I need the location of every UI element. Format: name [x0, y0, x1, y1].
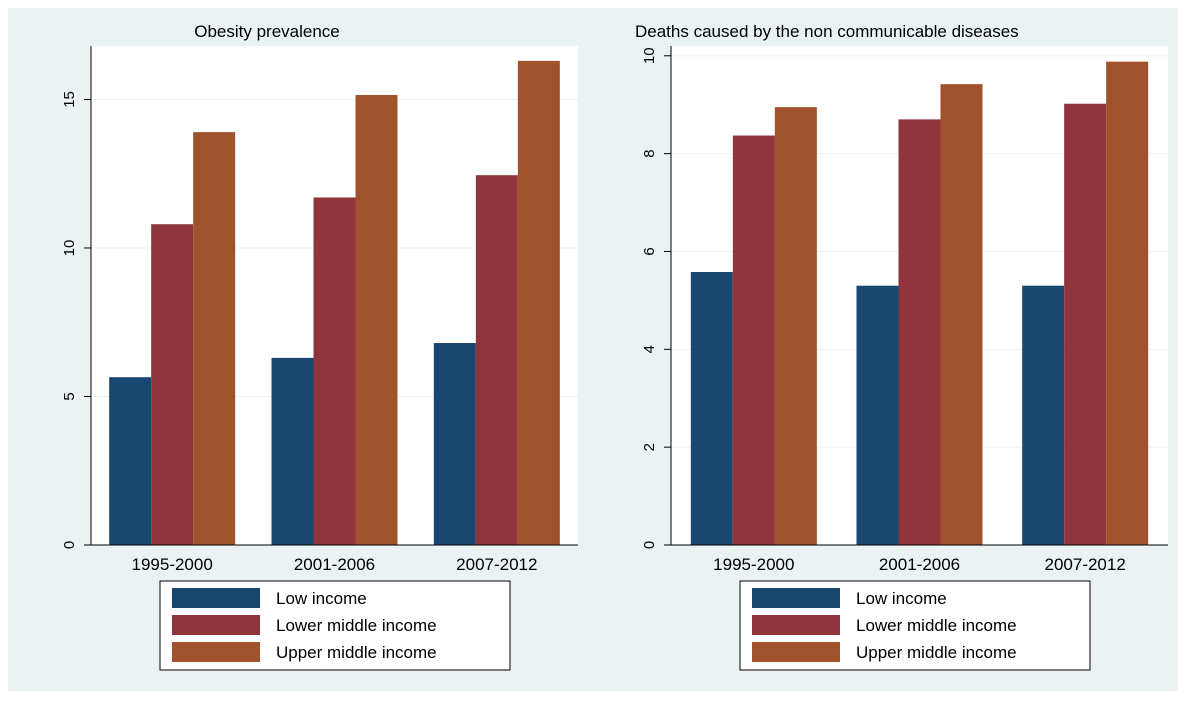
x-category-label: 1995-2000 [713, 555, 794, 574]
legend-label: Low income [276, 589, 367, 608]
x-category-label: 2007-2012 [1045, 555, 1126, 574]
y-tick-label: 0 [61, 541, 78, 549]
x-category-label: 2007-2012 [456, 555, 537, 574]
bar-upper-middle-income-1995-2000 [193, 132, 236, 545]
chart-figure: 0 5 10 15 1995-2000 2001-2006 2007-2012 Obesity… [8, 8, 1178, 691]
legend-label: Upper middle income [276, 643, 437, 662]
y-tick-label: 6 [641, 247, 658, 255]
bar-low-income-2007-2012 [433, 343, 476, 545]
x-category-label: 2001-2006 [879, 555, 960, 574]
bar-low-income-1995-2000 [690, 272, 733, 545]
bar-lower-middle-income-2001-2006 [898, 119, 941, 545]
bar-upper-middle-income-2001-2006 [940, 84, 983, 546]
bar-upper-middle-income-2007-2012 [517, 60, 560, 545]
ncd-deaths-chart-panel: 0 2 4 6 8 10 1995-2000 2001-2006 2007-2012 Deaths… [635, 22, 1168, 671]
chart-title: Obesity prevalence [194, 22, 340, 41]
bar-low-income-2001-2006 [856, 285, 899, 545]
bar-upper-middle-income-1995-2000 [774, 107, 817, 545]
bar-lower-middle-income-2007-2012 [1064, 103, 1107, 545]
y-tick-label: 15 [61, 91, 78, 108]
y-tick-label: 5 [61, 392, 78, 400]
legend-swatch [172, 615, 260, 635]
bar-lower-middle-income-1995-2000 [151, 224, 194, 545]
legend-swatch [172, 642, 260, 662]
y-tick-label: 8 [641, 149, 658, 157]
legend-label: Lower middle income [856, 616, 1017, 635]
legend-label: Upper middle income [856, 643, 1017, 662]
bar-upper-middle-income-2007-2012 [1106, 61, 1149, 545]
legend-swatch [752, 642, 840, 662]
x-category-label: 2001-2006 [294, 555, 375, 574]
legend-swatch [752, 588, 840, 608]
bar-low-income-1995-2000 [109, 377, 152, 545]
y-tick-label: 0 [641, 541, 658, 549]
legend-label: Low income [856, 589, 947, 608]
obesity-chart-panel: 0 5 10 15 1995-2000 2001-2006 2007-2012 Obesity… [61, 22, 578, 671]
bar-lower-middle-income-1995-2000 [732, 135, 775, 545]
x-category-label: 1995-2000 [132, 555, 213, 574]
y-tick-label: 10 [61, 240, 78, 257]
y-tick-label: 2 [641, 443, 658, 451]
legend-label: Lower middle income [276, 616, 437, 635]
bar-upper-middle-income-2001-2006 [355, 95, 398, 546]
chart-title: Deaths caused by the non communicable di… [635, 22, 1019, 41]
bar-lower-middle-income-2007-2012 [475, 175, 518, 545]
legend-swatch [752, 615, 840, 635]
bar-low-income-2007-2012 [1022, 285, 1065, 545]
y-tick-label: 10 [641, 47, 658, 64]
bar-lower-middle-income-2001-2006 [313, 197, 356, 545]
legend-swatch [172, 588, 260, 608]
bar-low-income-2001-2006 [271, 357, 314, 545]
y-tick-label: 4 [641, 345, 658, 353]
